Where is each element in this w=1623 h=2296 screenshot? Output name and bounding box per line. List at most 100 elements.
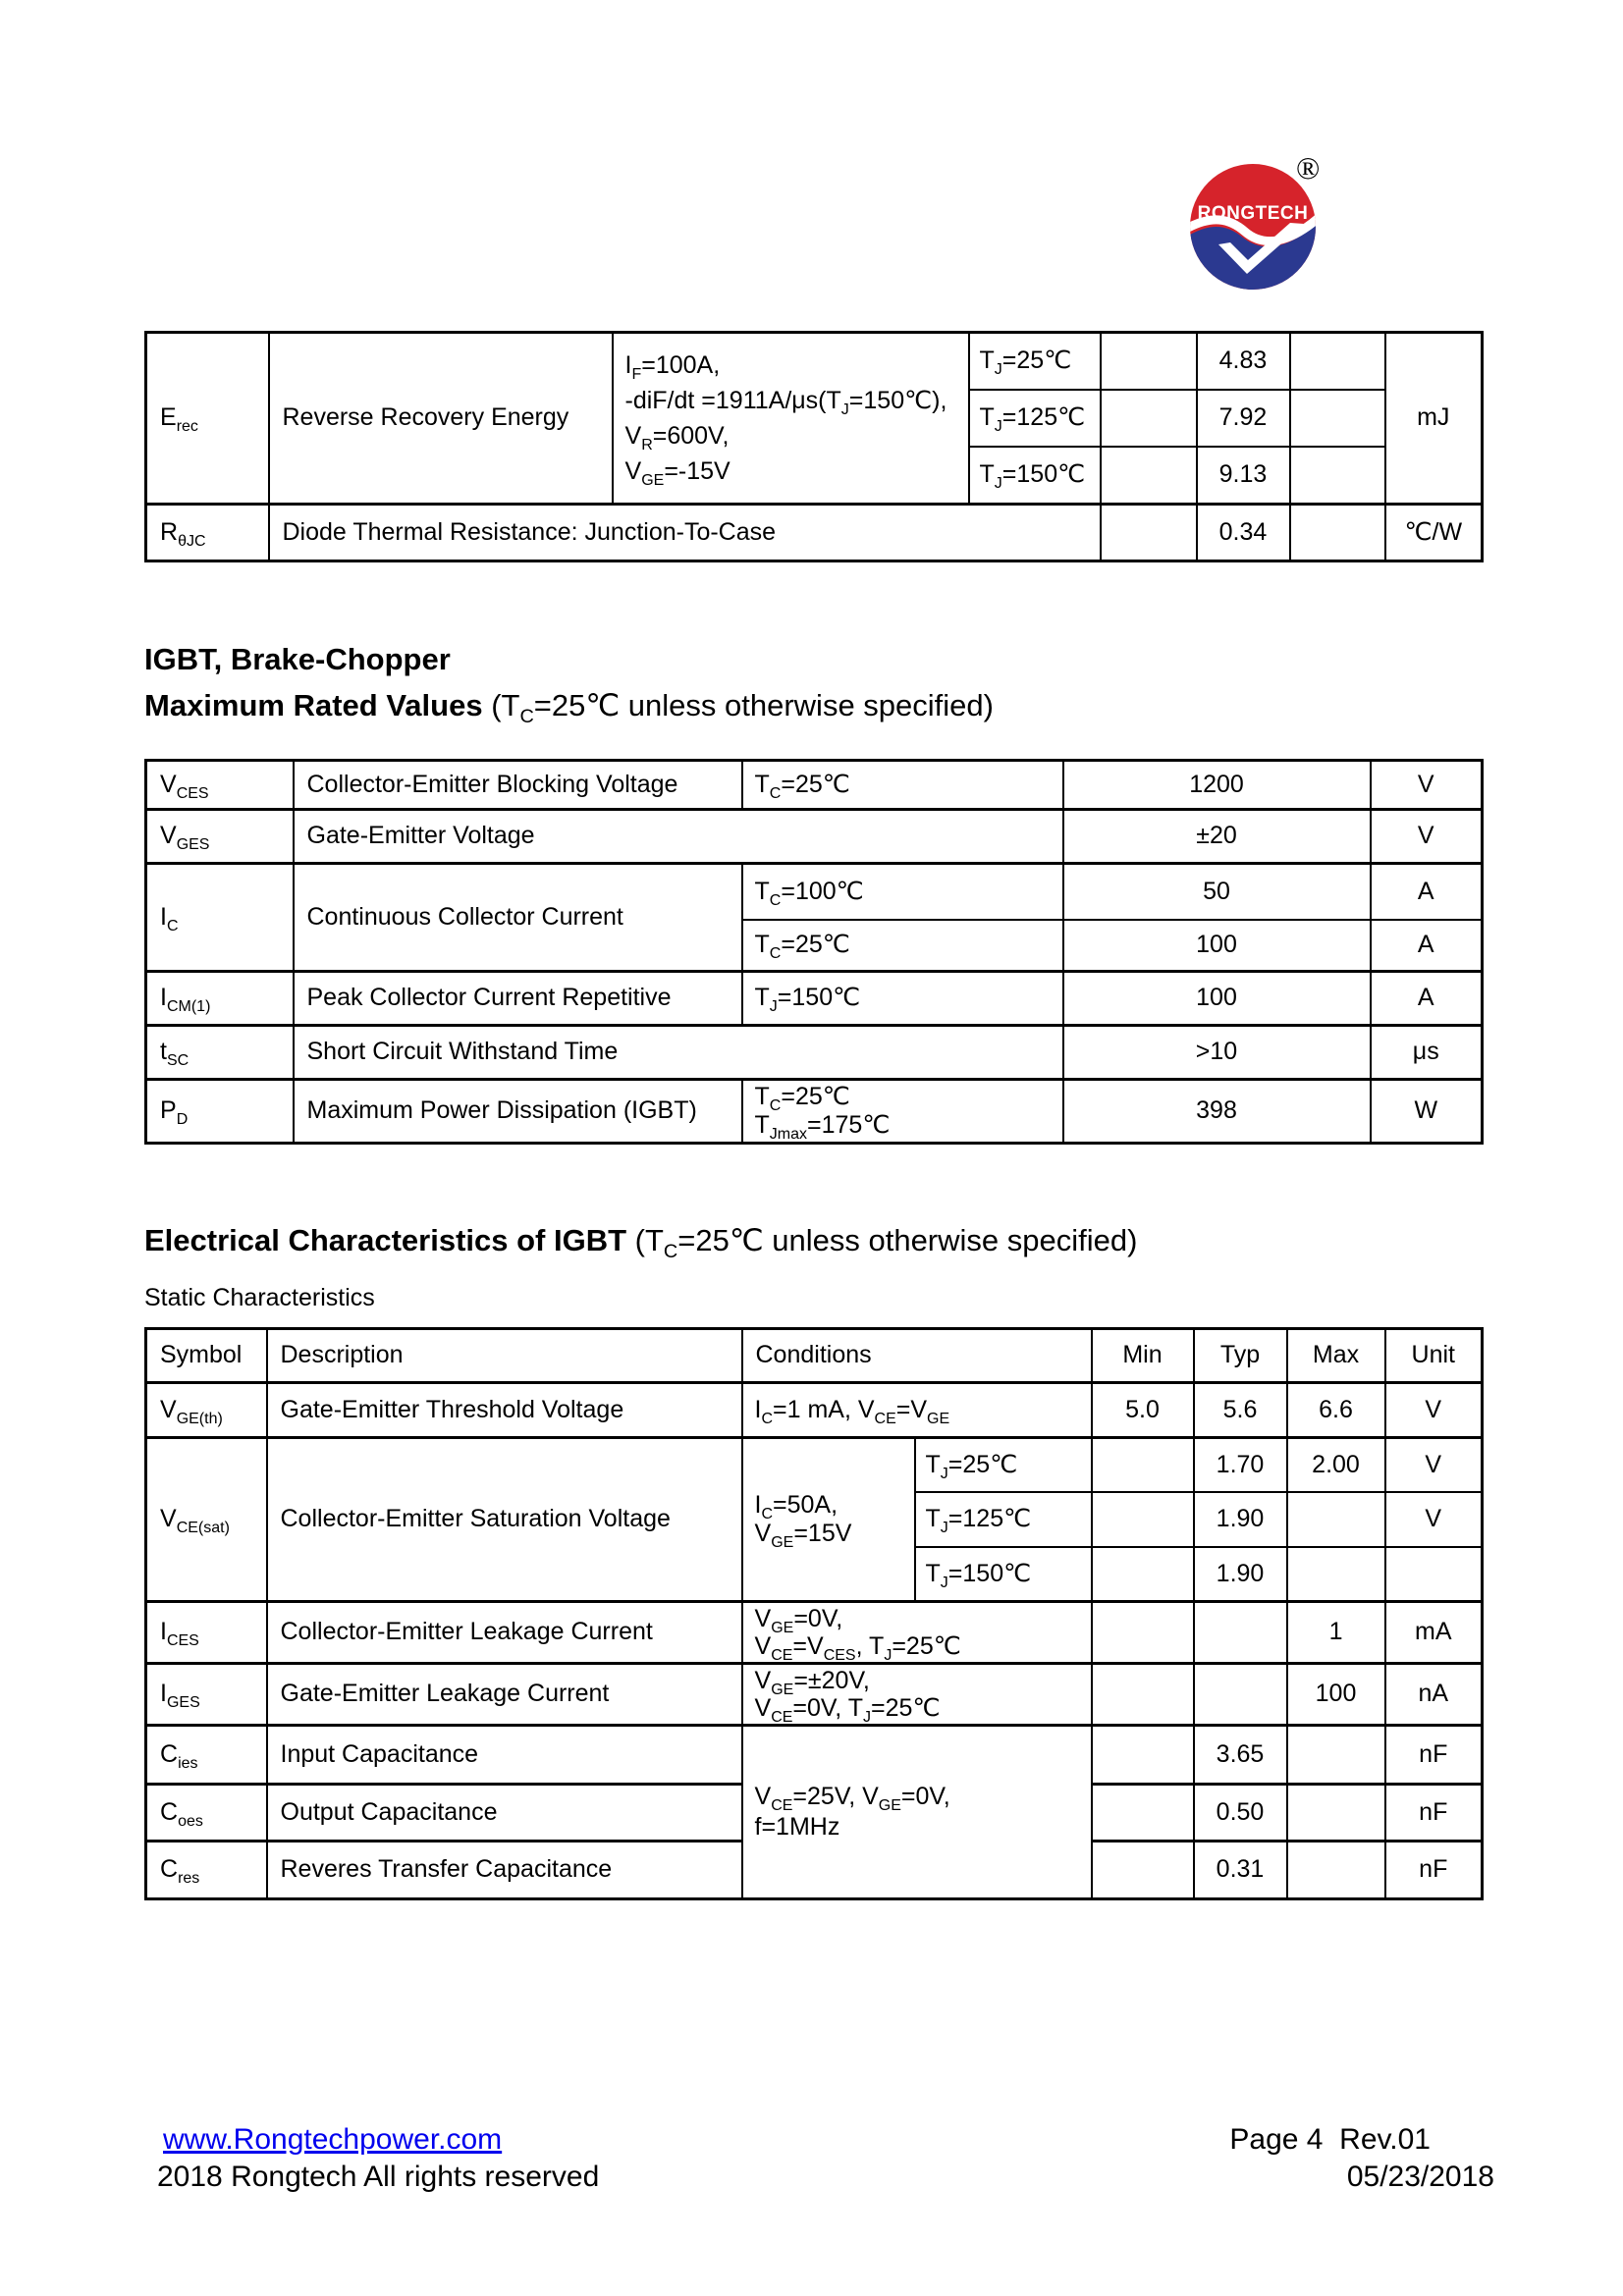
unit-cell: ℃/W: [1383, 503, 1484, 562]
description-cell: Output Capacitance: [265, 1783, 743, 1842]
condition-line: -diF/dt =1911A/μs(TJ=150℃),: [624, 387, 947, 418]
rongtech-logo-mark: RONGTECH: [1190, 164, 1316, 290]
table-row: Erec Reverse Recovery Energy IF=100A, -d…: [144, 331, 1484, 506]
table-row: RθJC Diode Thermal Resistance: Junction-…: [144, 503, 1484, 562]
unit-cell: mA: [1383, 1600, 1484, 1665]
typ-cell: 5.6: [1192, 1381, 1288, 1439]
description-cell: Continuous Collector Current: [292, 862, 743, 973]
typ-header-cell: Typ: [1192, 1327, 1288, 1384]
condition-line: TJmax=175℃: [754, 1111, 891, 1143]
revision-date: 05/23/2018: [1346, 2161, 1494, 2193]
conditions-cell: TJ=150℃: [740, 970, 1064, 1027]
symbol-cell: Coes: [144, 1783, 268, 1842]
typ-cell: 9.13: [1195, 445, 1291, 506]
unit-cell: μs: [1369, 1024, 1484, 1081]
unit-cell: V: [1369, 808, 1484, 865]
heading-line: Electrical Characteristics of IGBT (TC=2…: [144, 1217, 1137, 1263]
table-row: ICES Collector-Emitter Leakage Current V…: [144, 1600, 1484, 1665]
registered-trademark-symbol: ®: [1296, 150, 1321, 186]
condition-line: VGE=±20V,: [754, 1667, 870, 1698]
heading-line: IGBT, Brake-Chopper: [144, 642, 451, 676]
min-cell: [1099, 445, 1198, 506]
temp-cell: TJ=25℃: [913, 1436, 1093, 1493]
unit-cell: nF: [1383, 1783, 1484, 1842]
symbol-cell: VCE(sat): [144, 1436, 268, 1603]
description-cell: Short Circuit Withstand Time: [292, 1024, 1064, 1081]
max-cell: [1285, 1840, 1386, 1900]
value-cell: 100: [1061, 918, 1372, 973]
rongtech-logo: RONGTECH ®: [1190, 150, 1377, 297]
table-row: TC=25℃ 100 A: [146, 918, 1484, 973]
copyright-text: 2018 Rongtech All rights reserved: [157, 2161, 600, 2193]
logo-brand-text: RONGTECH: [1198, 203, 1309, 224]
description-cell: Maximum Power Dissipation (IGBT): [292, 1078, 743, 1145]
static-characteristics-label: Static Characteristics: [144, 1284, 375, 1311]
value-cell: 50: [1061, 862, 1372, 921]
unit-cell: nF: [1383, 1840, 1484, 1900]
website-link[interactable]: www.Rongtechpower.com: [163, 2123, 503, 2156]
max-rated-values-table: VCES Collector-Emitter Blocking Voltage …: [144, 759, 1484, 1145]
heading-bold-text: Electrical Characteristics of IGBT: [144, 1223, 627, 1257]
typ-cell: [1192, 1662, 1288, 1727]
typ-cell: [1192, 1600, 1288, 1665]
conditions-cell: TC=100℃: [740, 862, 1064, 921]
symbol-cell: VCES: [144, 759, 295, 811]
unit-header-cell: Unit: [1383, 1327, 1484, 1384]
max-cell: [1285, 1724, 1386, 1786]
min-cell: [1090, 1600, 1195, 1665]
symbol-cell: Cres: [144, 1840, 268, 1900]
table-row: TJ=125℃ 1.90 V: [146, 1490, 1484, 1548]
table-row: TJ=125℃ 7.92: [146, 388, 1483, 448]
symbol-cell: Cies: [144, 1724, 268, 1786]
description-cell: Peak Collector Current Repetitive: [292, 970, 743, 1027]
description-cell: Collector-Emitter Blocking Voltage: [292, 759, 743, 811]
logo-white-wave: [1190, 213, 1316, 246]
value-cell: 1200: [1061, 759, 1372, 811]
min-header-cell: Min: [1090, 1327, 1195, 1384]
max-cell: 1: [1285, 1600, 1386, 1665]
table-row: tSC Short Circuit Withstand Time >10 μs: [144, 1024, 1484, 1081]
temp-cell: TJ=125℃: [967, 388, 1102, 448]
condition-line: VGE=-15V: [624, 457, 730, 489]
table-row: VCES Collector-Emitter Blocking Voltage …: [144, 759, 1484, 811]
min-cell: [1090, 1436, 1195, 1493]
condition-line: VR=600V,: [624, 422, 730, 454]
conditions-header-cell: Conditions: [740, 1327, 1093, 1384]
min-cell: [1090, 1662, 1195, 1727]
conditions-cell: TC=25℃ TJmax=175℃: [740, 1078, 1064, 1145]
typ-cell: 0.31: [1192, 1840, 1288, 1900]
symbol-cell: IGES: [144, 1662, 268, 1727]
min-cell: [1099, 388, 1198, 448]
description-cell: Collector-Emitter Saturation Voltage: [265, 1436, 743, 1603]
unit-cell: mJ: [1383, 331, 1484, 506]
table-row: VGES Gate-Emitter Voltage ±20 V: [144, 808, 1484, 865]
description-cell: Gate-Emitter Threshold Voltage: [265, 1381, 743, 1439]
typ-cell: 0.50: [1192, 1783, 1288, 1842]
max-cell: [1285, 1783, 1386, 1842]
page-number-revision: Page 4 Rev.01: [1229, 2123, 1431, 2156]
table-row: TJ=150℃ 1.90: [146, 1545, 1484, 1603]
heading-normal-text: (TC=25℃ unless otherwise specified): [626, 1223, 1138, 1263]
symbol-cell: VGES: [144, 808, 295, 865]
temp-cell: TJ=150℃: [913, 1545, 1093, 1603]
conditions-cell: VGE=0V, VCE=VCES, TJ=25℃: [740, 1600, 1093, 1665]
typ-cell: 1.70: [1192, 1436, 1288, 1493]
value-cell: ±20: [1061, 808, 1372, 865]
conditions-cell: IC=1 mA, VCE=VGE: [740, 1381, 1093, 1439]
min-cell: [1090, 1724, 1195, 1786]
conditions-cell: VCE=25V, VGE=0V, f=1MHz: [740, 1724, 1093, 1900]
condition-line: IC=50A,: [754, 1491, 839, 1522]
conditions-cell: VGE=±20V, VCE=0V, TJ=25℃: [740, 1662, 1093, 1727]
min-cell: [1090, 1545, 1195, 1603]
description-cell: Reveres Transfer Capacitance: [265, 1840, 743, 1900]
condition-line: VGE=0V,: [754, 1605, 843, 1636]
unit-cell: nF: [1383, 1724, 1484, 1786]
unit-cell: A: [1369, 970, 1484, 1027]
max-cell: [1288, 388, 1386, 448]
typ-cell: 1.90: [1192, 1545, 1288, 1603]
max-cell: 2.00: [1285, 1436, 1386, 1493]
typ-cell: 0.34: [1195, 503, 1291, 562]
min-cell: [1090, 1840, 1195, 1900]
min-cell: [1090, 1490, 1195, 1548]
